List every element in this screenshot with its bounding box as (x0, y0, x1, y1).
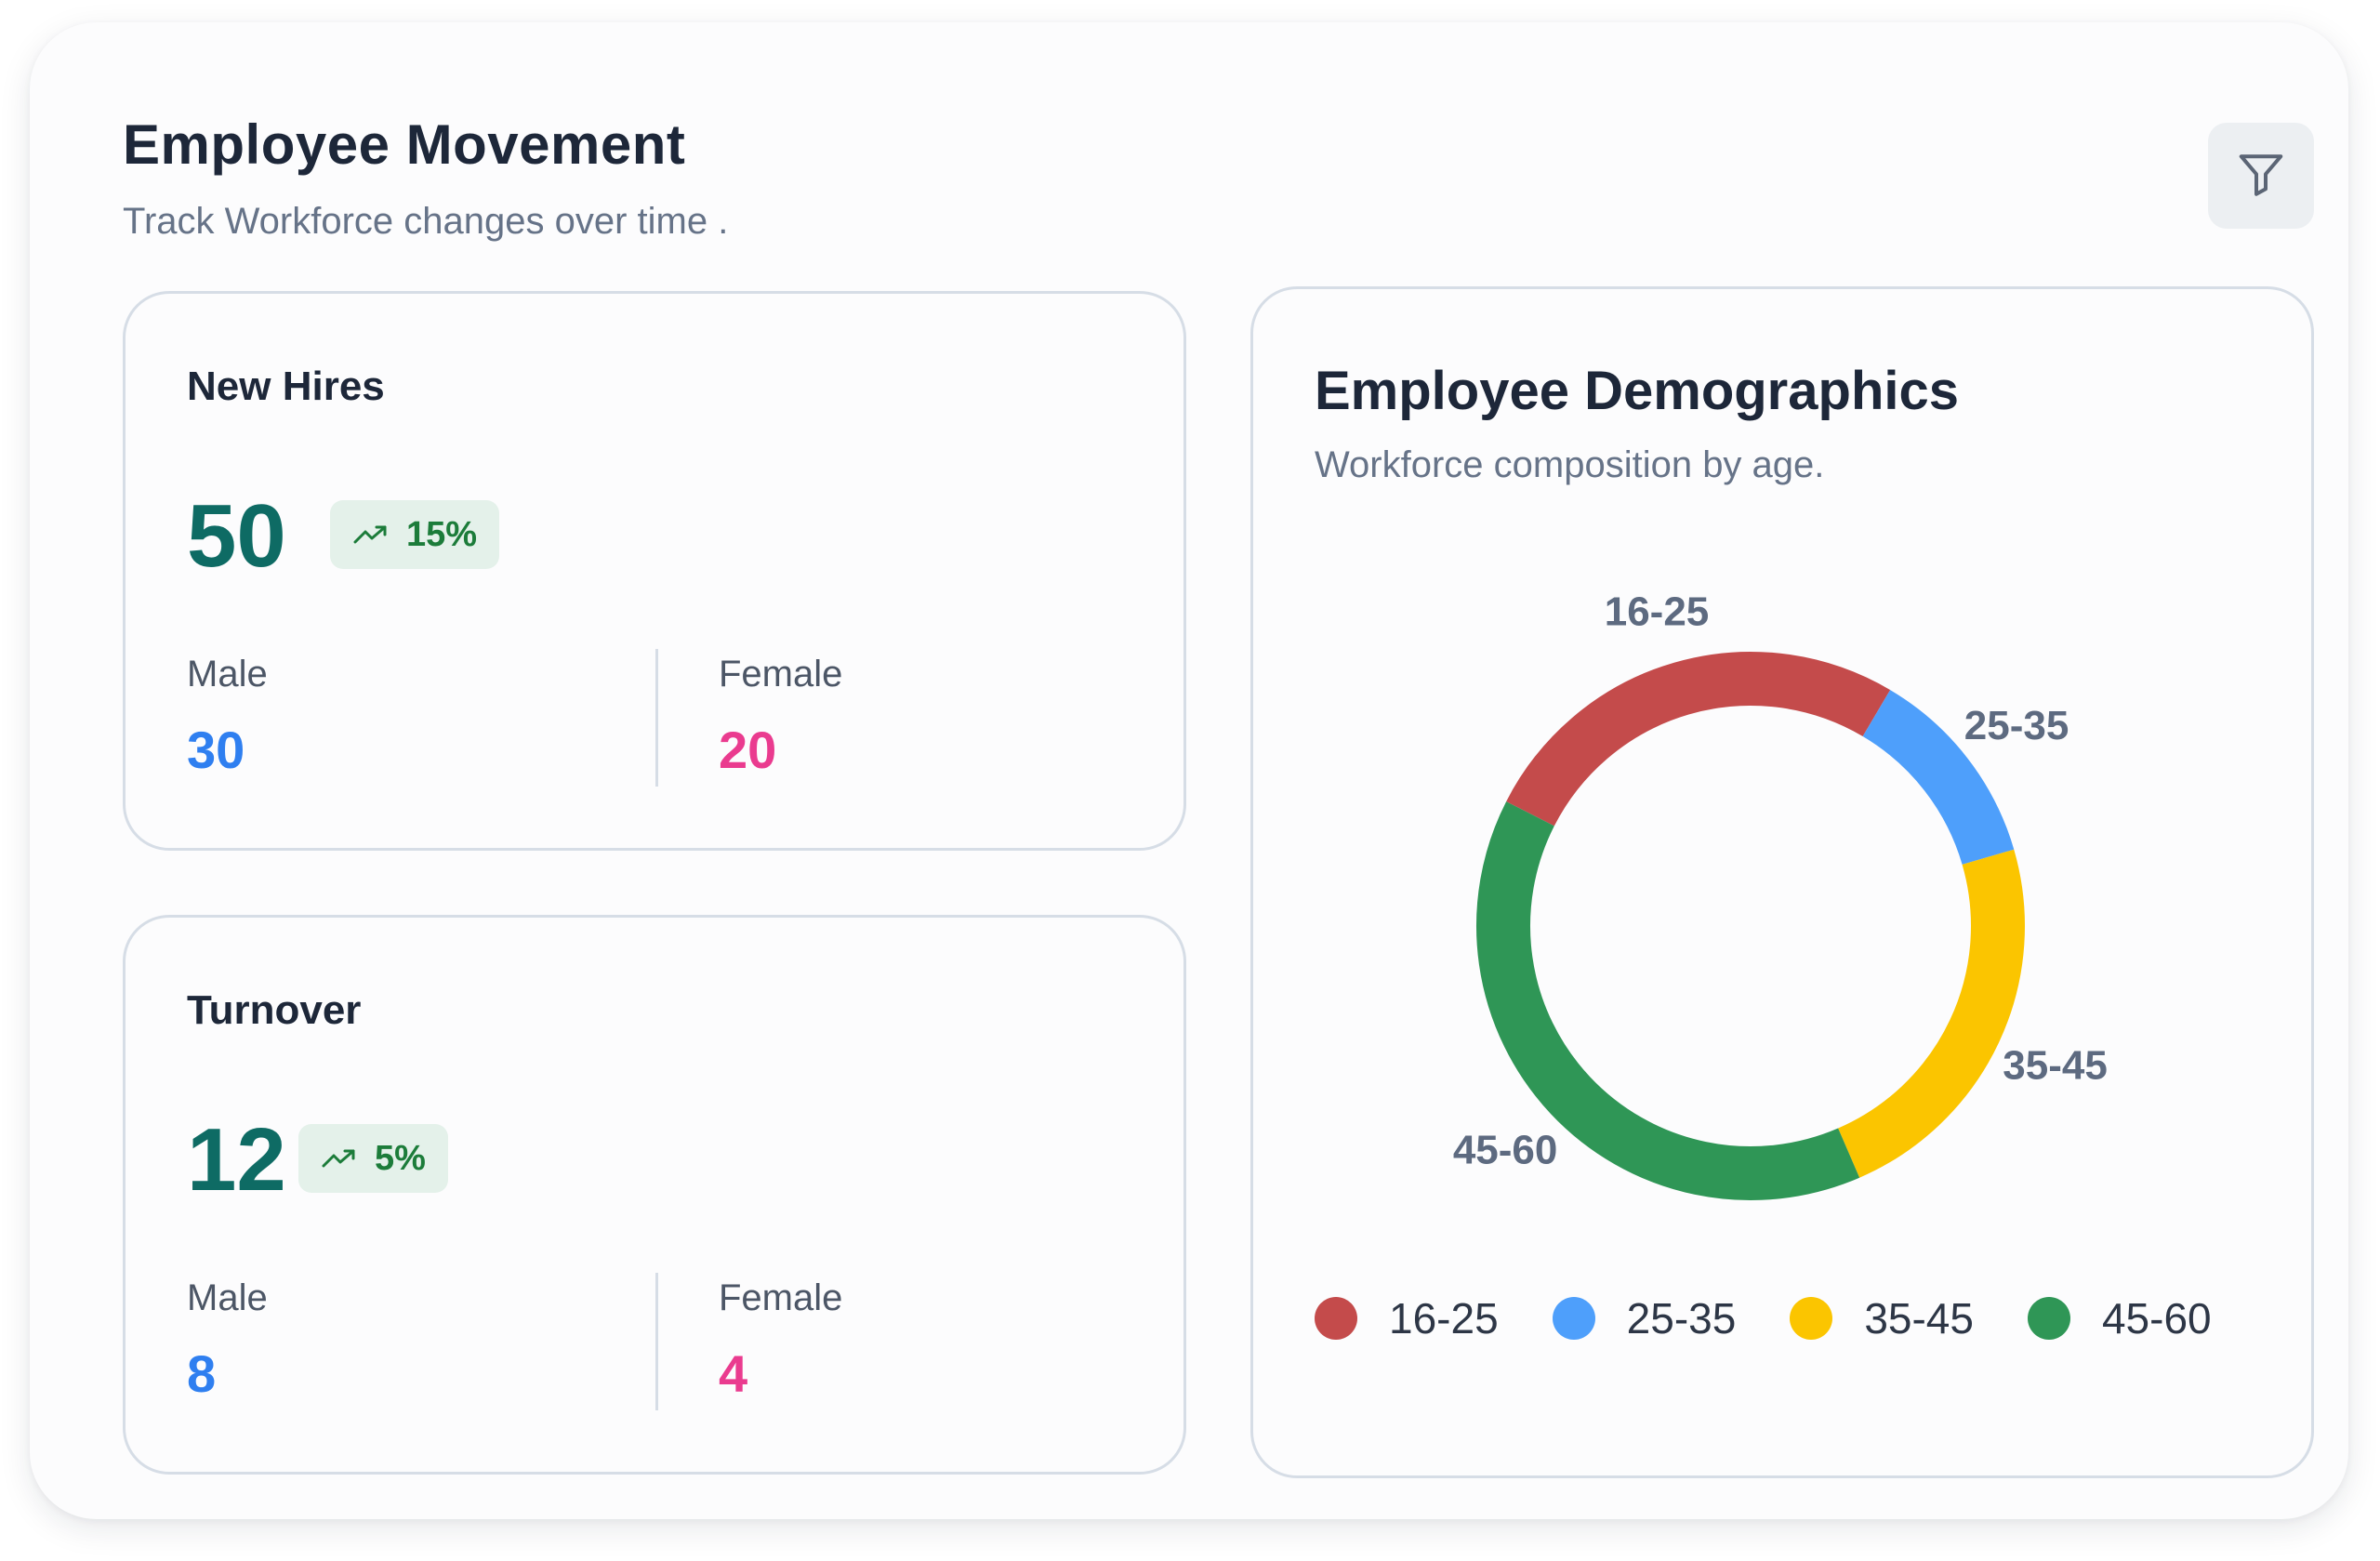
turnover-panel: Turnover 12 5% Male 8 Female 4 (123, 915, 1186, 1475)
turnover-value: 12 (187, 1110, 286, 1210)
legend-item-45-60[interactable]: 45-60 (2027, 1293, 2212, 1343)
legend-dot (1790, 1297, 1833, 1340)
divider (655, 1273, 658, 1410)
legend-item-16-25[interactable]: 16-25 (1315, 1293, 1499, 1343)
new-hires-female-value: 20 (719, 721, 777, 779)
legend-label: 16-25 (1389, 1294, 1499, 1343)
employee-movement-card: Employee Movement Track Workforce change… (30, 22, 2348, 1519)
donut-segment-25-35[interactable] (1862, 690, 2015, 866)
page-title: Employee Movement (123, 113, 686, 176)
donut-segment-45-60[interactable] (1476, 801, 1860, 1200)
legend-label: 25-35 (1626, 1294, 1737, 1343)
turnover-female-value: 4 (719, 1344, 748, 1403)
donut-segment-16-25[interactable] (1506, 652, 1891, 827)
new-hires-value: 50 (187, 486, 286, 586)
filter-icon (2233, 146, 2289, 206)
employee-demographics-panel: Employee Demographics Workforce composit… (1250, 286, 2314, 1478)
turnover-trend-value: 5% (375, 1138, 426, 1178)
demographics-title: Employee Demographics (1315, 361, 1959, 421)
donut-segment-35-45[interactable] (1837, 849, 2025, 1178)
donut-label-45-60: 45-60 (1453, 1127, 1558, 1172)
filter-button[interactable] (2208, 123, 2314, 229)
turnover-male-value: 8 (187, 1344, 217, 1403)
demographics-subtitle: Workforce composition by age. (1315, 444, 1825, 485)
divider (655, 649, 658, 787)
trending-up-icon (353, 525, 387, 544)
new-hires-male-value: 30 (187, 721, 245, 779)
new-hires-title: New Hires (187, 364, 385, 409)
legend-item-35-45[interactable]: 35-45 (1790, 1293, 1974, 1343)
legend-item-25-35[interactable]: 25-35 (1552, 1293, 1737, 1343)
turnover-title: Turnover (187, 987, 362, 1033)
new-hires-trend-badge: 15% (330, 500, 500, 569)
new-hires-trend-value: 15% (406, 514, 478, 554)
legend-dot (1315, 1297, 1357, 1340)
turnover-female-label: Female (719, 1277, 843, 1318)
donut-label-16-25: 16-25 (1605, 589, 1710, 634)
turnover-trend-badge: 5% (298, 1124, 448, 1193)
donut-label-25-35: 25-35 (1964, 703, 2069, 748)
donut-label-35-45: 35-45 (2003, 1042, 2108, 1088)
legend-dot (1552, 1297, 1595, 1340)
age-donut-chart: 16-25 25-35 35-45 45-60 (1453, 589, 2108, 1200)
page-subtitle: Track Workforce changes over time . (123, 201, 729, 242)
legend-label: 35-45 (1864, 1294, 1974, 1343)
new-hires-male-label: Male (187, 654, 268, 695)
legend-label: 45-60 (2101, 1294, 2212, 1343)
new-hires-female-label: Female (719, 654, 843, 695)
turnover-male-label: Male (187, 1277, 268, 1318)
legend-dot (2027, 1297, 2070, 1340)
new-hires-panel: New Hires 50 15% Male 30 Female 20 (123, 291, 1186, 851)
chart-legend: 16-25 25-35 35-45 45-60 (1315, 1293, 2212, 1343)
trending-up-icon (322, 1149, 355, 1168)
